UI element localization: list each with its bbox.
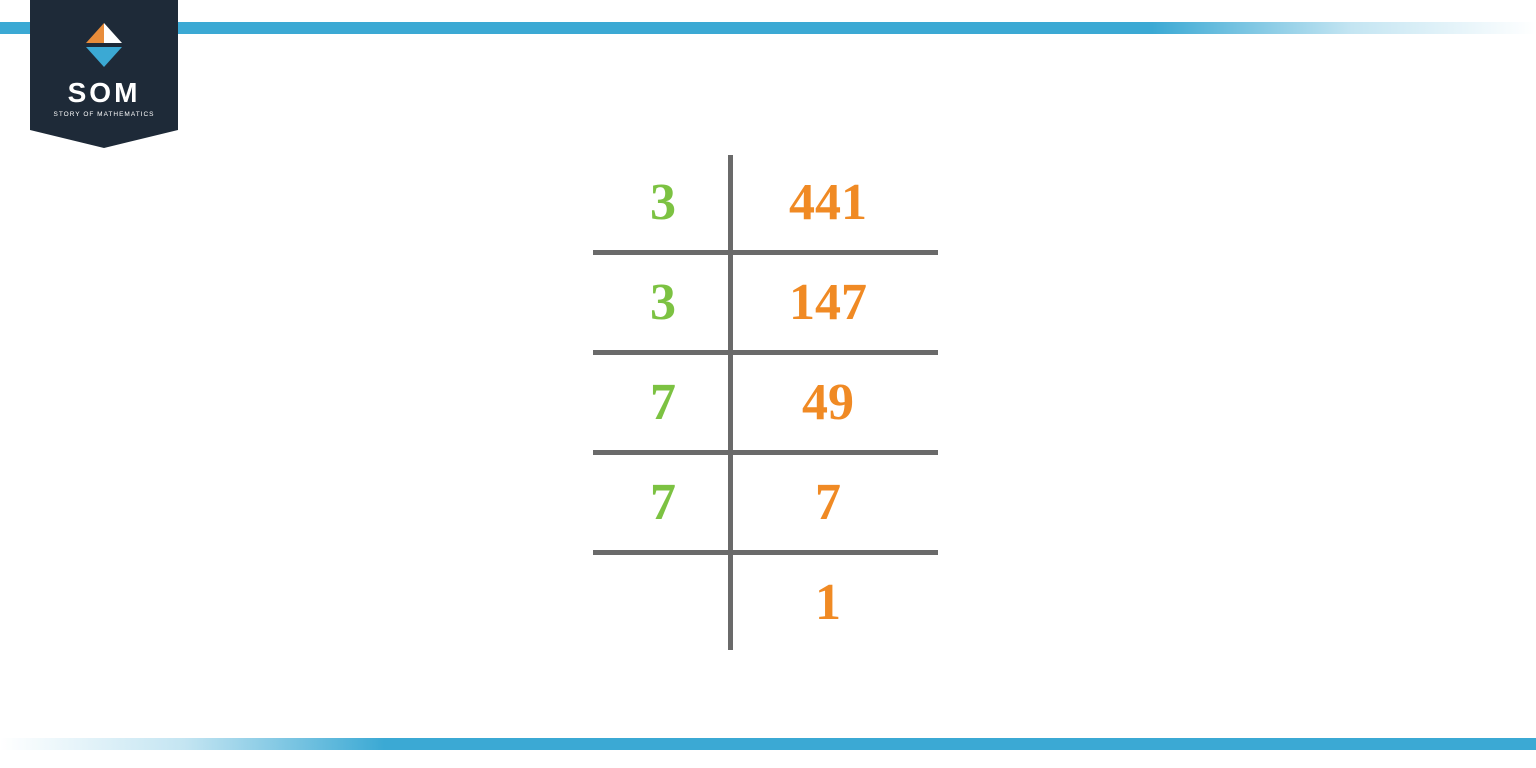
quotient-cell: 49 (728, 355, 928, 450)
table-row: 3 441 (598, 155, 938, 250)
quotient-cell: 147 (728, 255, 928, 350)
divisor-cell: 7 (598, 355, 728, 450)
vertical-divider (728, 155, 733, 250)
table-row: 3 147 (598, 255, 938, 350)
vertical-divider (728, 455, 733, 550)
quotient-cell: 7 (728, 455, 928, 550)
quotient-cell: 441 (728, 155, 928, 250)
quotient-cell: 1 (728, 555, 928, 650)
table-row: 7 7 (598, 455, 938, 550)
divisor-cell (598, 585, 728, 621)
logo-subtitle: STORY OF MATHEMATICS (53, 111, 154, 118)
divisor-cell: 3 (598, 155, 728, 250)
vertical-divider (728, 255, 733, 350)
logo-badge: SOM STORY OF MATHEMATICS (30, 0, 178, 130)
divisor-cell: 7 (598, 455, 728, 550)
divisor-cell: 3 (598, 255, 728, 350)
vertical-divider (728, 555, 733, 650)
table-row: 1 (598, 555, 938, 650)
vertical-divider (728, 355, 733, 450)
prime-factorization-table: 3 441 3 147 7 49 7 7 1 (598, 155, 938, 650)
top-accent-bar (0, 22, 1536, 34)
logo-text: SOM (68, 77, 141, 109)
bottom-accent-bar (0, 738, 1536, 750)
logo-icon (80, 21, 128, 69)
table-row: 7 49 (598, 355, 938, 450)
